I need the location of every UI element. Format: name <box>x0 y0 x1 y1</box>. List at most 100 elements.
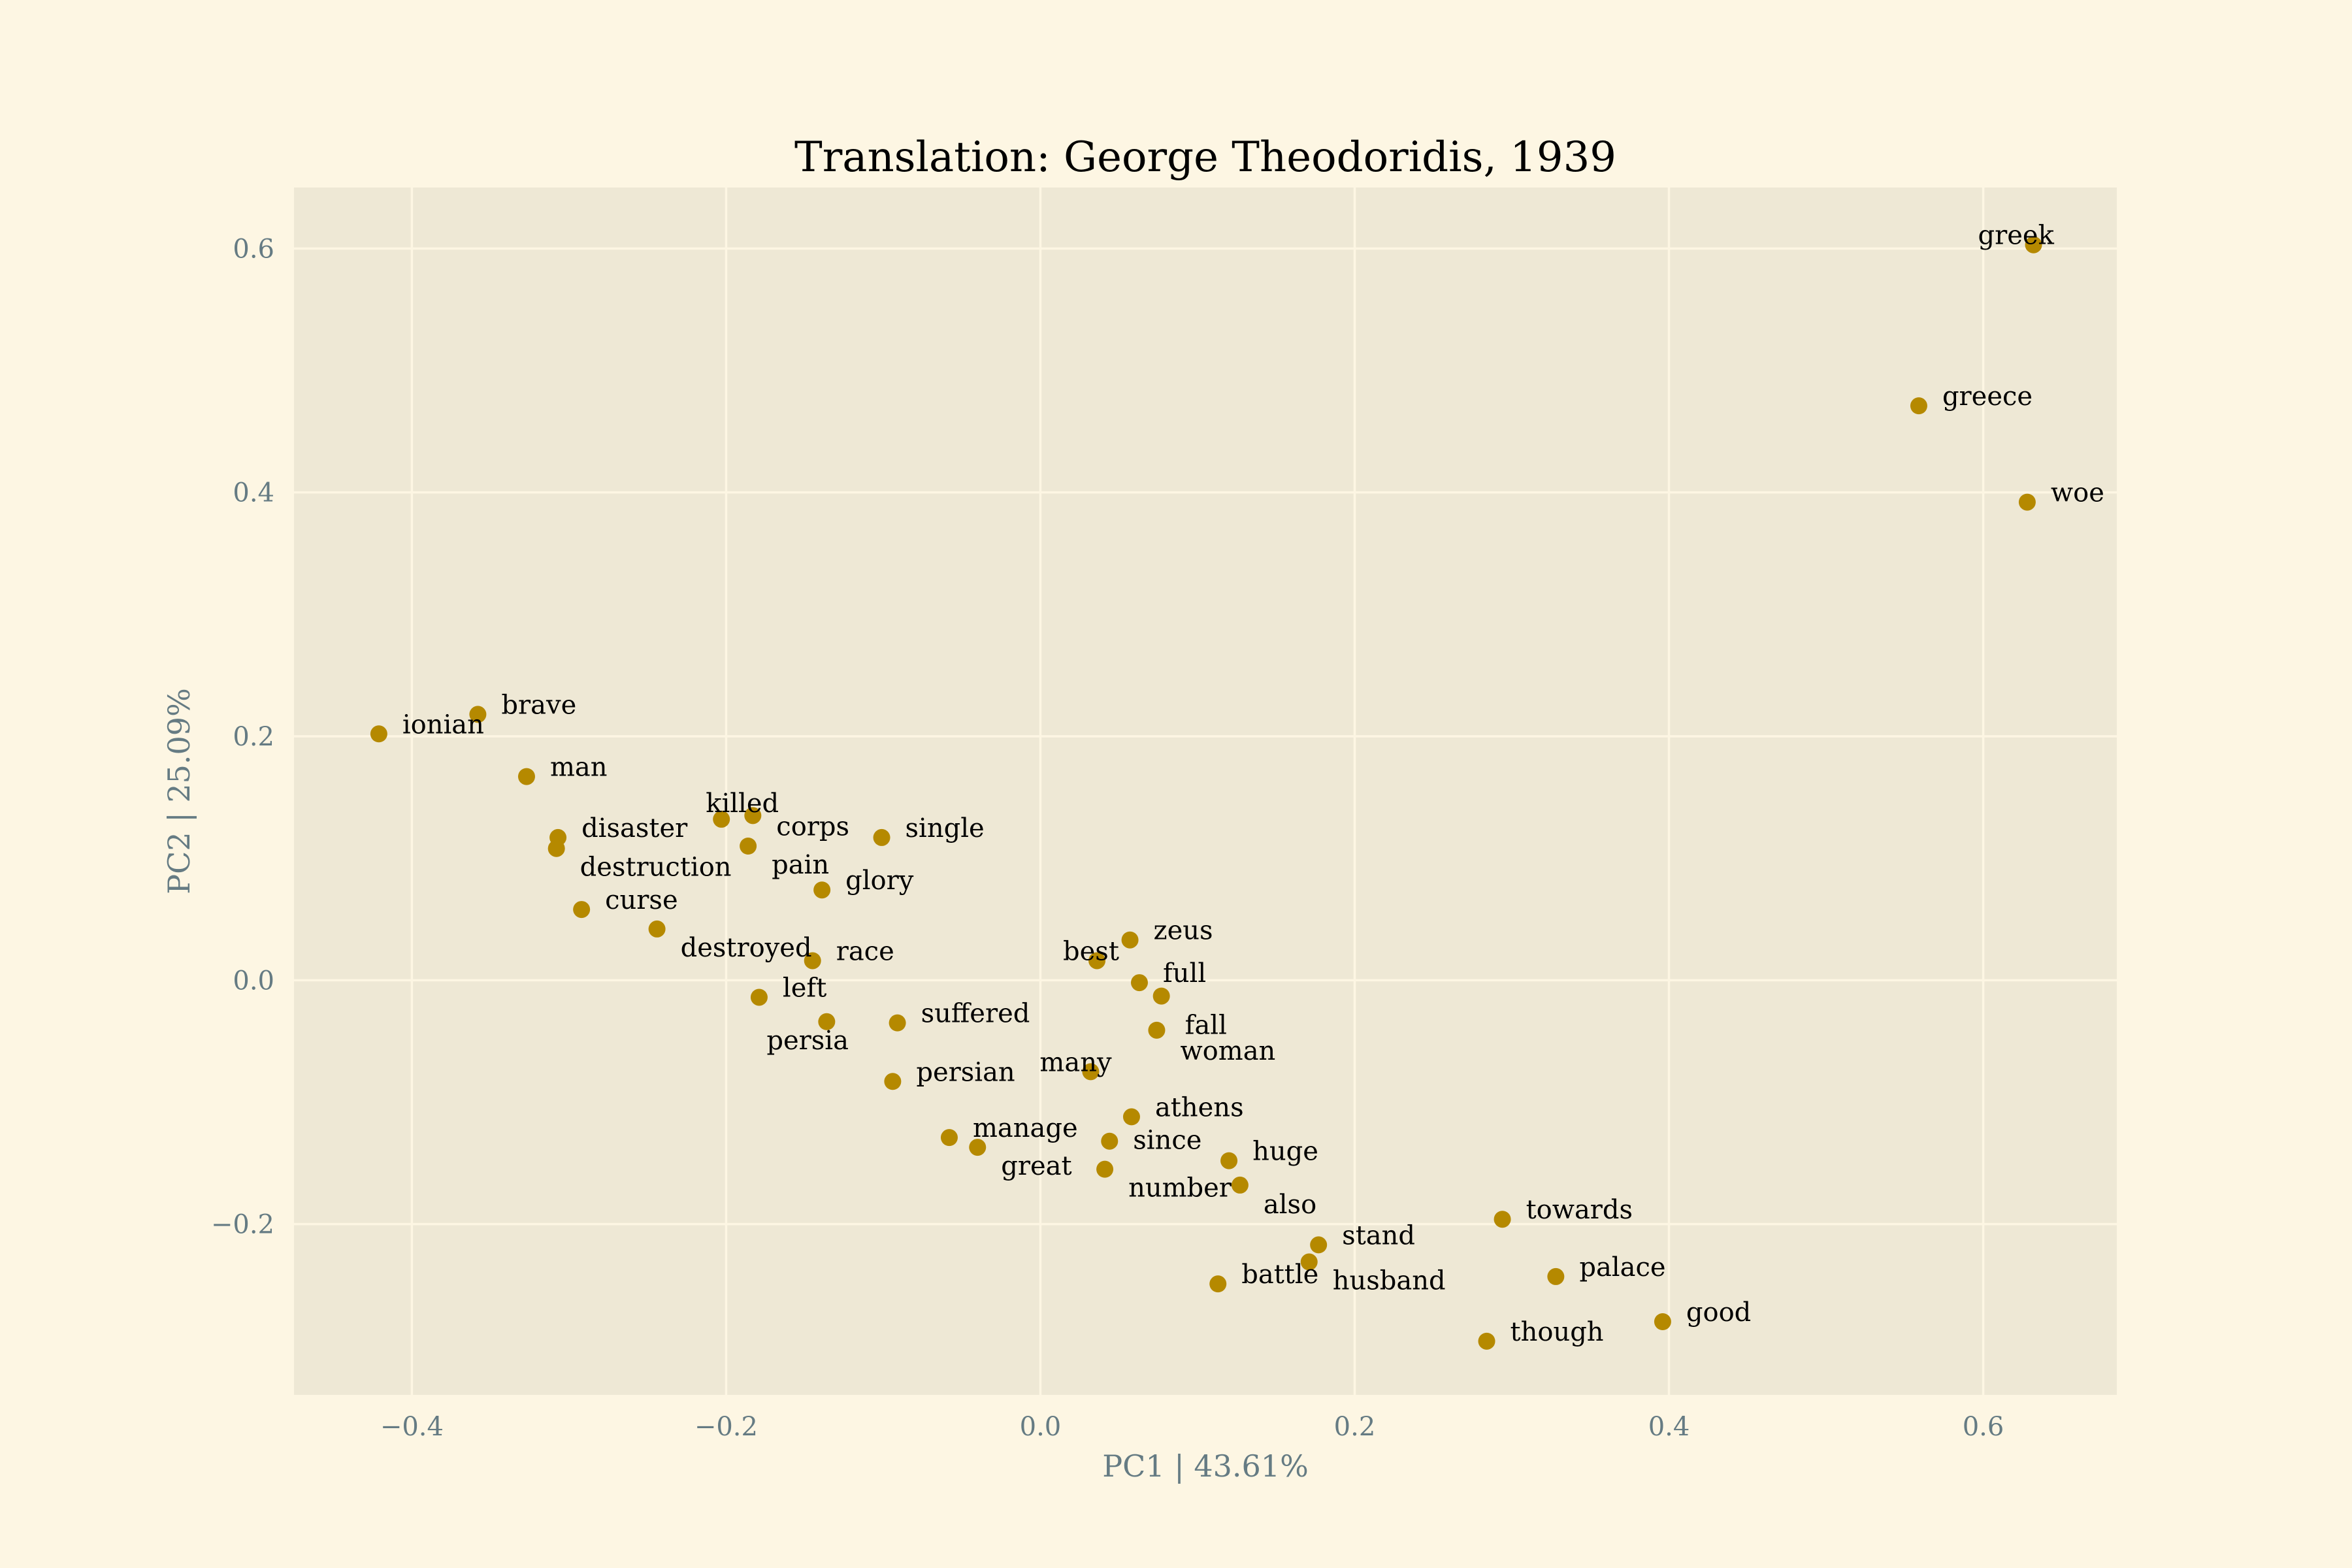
data-point <box>1121 931 1139 949</box>
point-label: greek <box>1978 221 2055 251</box>
data-point <box>1122 1108 1140 1126</box>
data-point <box>1130 974 1148 992</box>
data-points <box>370 236 2042 1350</box>
x-tick-label: −0.2 <box>694 1412 758 1442</box>
data-point <box>1088 952 1106 970</box>
point-label: good <box>1686 1298 1751 1328</box>
point-label: stand <box>1342 1220 1415 1250</box>
point-label: towards <box>1526 1195 1633 1225</box>
data-point <box>813 881 831 899</box>
data-point <box>1101 1132 1119 1150</box>
point-label: race <box>836 936 894 966</box>
data-point <box>1478 1332 1495 1350</box>
data-point <box>713 810 730 828</box>
data-point <box>804 952 821 970</box>
data-point <box>573 901 591 919</box>
data-point <box>648 920 666 938</box>
data-point <box>517 768 535 785</box>
point-label: killed <box>706 789 779 819</box>
point-label: many <box>1039 1047 1112 1077</box>
data-point <box>884 1073 902 1090</box>
data-point <box>1148 1021 1166 1039</box>
point-label: woe <box>2051 478 2104 508</box>
point-label: ionian <box>402 710 484 740</box>
point-label: destruction <box>580 853 732 883</box>
data-point <box>750 988 768 1006</box>
data-point <box>1082 1063 1100 1081</box>
point-label: though <box>1511 1317 1604 1347</box>
point-label: disaster <box>581 813 688 843</box>
point-label: curse <box>605 885 678 915</box>
x-tick-label: 0.0 <box>1020 1412 1062 1442</box>
y-axis-ticks: −0.2 0.0 0.2 0.4 0.6 <box>211 234 274 1239</box>
y-tick-label: 0.6 <box>233 234 274 264</box>
point-label: palace <box>1579 1252 1665 1282</box>
x-tick-label: −0.4 <box>380 1412 444 1442</box>
point-label: persia <box>766 1026 849 1056</box>
y-axis-label: PC2 | 25.09% <box>161 688 197 894</box>
point-label: manage <box>973 1113 1078 1143</box>
data-point <box>1152 987 1170 1005</box>
data-point <box>940 1129 958 1147</box>
data-point <box>969 1139 987 1156</box>
point-label: husband <box>1333 1266 1446 1296</box>
x-tick-label: 0.6 <box>1963 1412 2004 1442</box>
point-label: best <box>1063 936 1119 966</box>
point-label: pain <box>772 850 829 880</box>
data-point <box>740 838 757 855</box>
x-tick-label: 0.4 <box>1648 1412 1690 1442</box>
data-point <box>1300 1253 1318 1271</box>
data-point <box>1910 397 1927 415</box>
data-point <box>1310 1236 1328 1254</box>
point-label: full <box>1163 958 1206 988</box>
point-label: destroyed <box>681 933 812 963</box>
data-point <box>1494 1211 1511 1228</box>
point-label: fall <box>1185 1011 1227 1041</box>
chart-title: Translation: George Theodoridis, 1939 <box>794 133 1616 182</box>
point-label: zeus <box>1154 916 1213 946</box>
data-point <box>1547 1267 1565 1285</box>
y-tick-label: 0.2 <box>233 722 274 752</box>
point-label: brave <box>501 690 576 720</box>
data-point <box>873 828 890 846</box>
point-label: man <box>550 753 608 783</box>
point-label: left <box>783 973 826 1003</box>
point-label: number <box>1128 1173 1232 1203</box>
point-label: also <box>1264 1190 1316 1220</box>
point-label: battle <box>1241 1260 1318 1290</box>
data-point <box>370 725 387 743</box>
data-point <box>889 1014 906 1032</box>
data-point <box>1220 1152 1238 1169</box>
data-point <box>1096 1160 1114 1178</box>
data-point <box>2025 236 2042 253</box>
y-tick-label: 0.0 <box>233 966 274 996</box>
y-tick-label: 0.4 <box>233 478 274 508</box>
x-axis-label: PC1 | 43.61% <box>1102 1448 1309 1484</box>
plot-area <box>294 188 2117 1395</box>
point-label: athens <box>1155 1092 1244 1122</box>
point-label: great <box>1001 1151 1071 1181</box>
y-tick-label: −0.2 <box>211 1210 274 1240</box>
point-label: corps <box>776 811 849 841</box>
point-label: since <box>1133 1126 1201 1156</box>
point-label: greece <box>1942 382 2033 412</box>
point-label: huge <box>1252 1137 1318 1167</box>
x-axis-ticks: −0.4 −0.2 0.0 0.2 0.4 0.6 <box>380 1412 2004 1442</box>
x-tick-label: 0.2 <box>1334 1412 1376 1442</box>
data-point <box>1209 1275 1227 1293</box>
point-label: glory <box>845 866 914 896</box>
point-label: woman <box>1180 1036 1275 1066</box>
data-point <box>2018 493 2036 511</box>
point-label: suffered <box>921 999 1030 1029</box>
data-point <box>744 807 762 825</box>
data-point <box>547 840 565 857</box>
grid <box>294 188 2117 1395</box>
point-label: persian <box>916 1057 1015 1087</box>
point-label: single <box>906 813 985 843</box>
data-point <box>469 706 487 723</box>
data-point <box>1654 1313 1671 1330</box>
data-point <box>818 1013 836 1030</box>
data-point <box>1231 1176 1249 1194</box>
